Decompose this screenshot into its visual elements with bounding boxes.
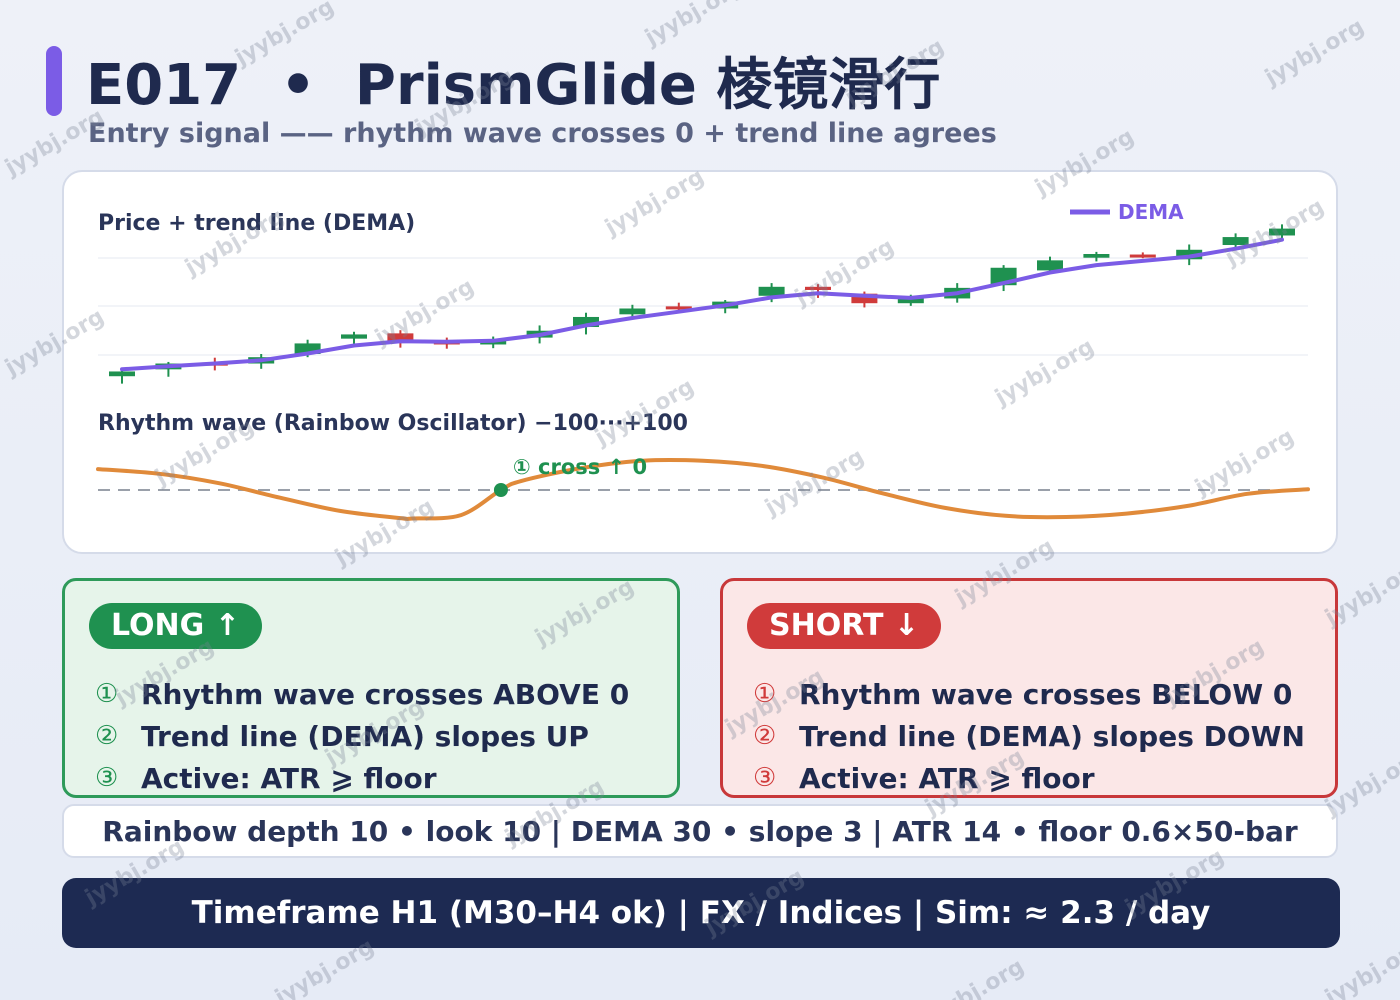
candle — [1269, 224, 1295, 240]
long-rule-2: ② Trend line (DEMA) slopes UP — [95, 715, 629, 757]
price-candles — [109, 224, 1295, 384]
candle-body-bull — [109, 371, 135, 377]
candle-body-bull — [1269, 228, 1295, 236]
watermark-text: jyybj.org — [921, 954, 1029, 1000]
candle-body-bear — [665, 306, 692, 310]
legend-label-dema: DEMA — [1118, 200, 1184, 224]
rule-number: ③ — [95, 763, 119, 793]
footer-bar: Timeframe H1 (M30–H4 ok) | FX / Indices … — [62, 878, 1340, 948]
candle — [1037, 256, 1063, 273]
candle-body-bull — [294, 343, 321, 354]
rule-number: ② — [95, 721, 119, 751]
candle — [805, 284, 831, 298]
candle — [1222, 233, 1249, 248]
candle-body-bull — [1176, 249, 1203, 260]
oscillator-line — [96, 457, 1310, 521]
rule-number: ② — [753, 721, 777, 751]
candle-body-bear — [851, 293, 878, 304]
candle-body-bull — [1037, 260, 1063, 271]
short-rule-1: ① Rhythm wave crosses BELOW 0 — [753, 673, 1305, 715]
candle-body-bull — [897, 297, 924, 304]
rule-text: Rhythm wave crosses ABOVE 0 — [141, 677, 630, 711]
cross-marker — [493, 483, 508, 497]
long-badge: LONG ↑ — [89, 603, 262, 649]
short-rules-list: ① Rhythm wave crosses BELOW 0 ② Trend line… — [753, 673, 1305, 799]
long-rule-1: ① Rhythm wave crosses ABOVE 0 — [95, 673, 629, 715]
rule-number: ① — [753, 679, 777, 709]
short-rules-card: SHORT ↓ ① Rhythm wave crosses BELOW 0 ② Tr… — [720, 578, 1338, 798]
short-badge: SHORT ↓ — [747, 603, 942, 649]
candle-body-bear — [805, 286, 831, 290]
rule-text: Trend line (DEMA) slopes UP — [141, 719, 589, 753]
candle — [109, 369, 135, 384]
short-rule-2: ② Trend line (DEMA) slopes DOWN — [753, 715, 1305, 757]
candle-body-bull — [341, 334, 367, 339]
rule-text: Rhythm wave crosses BELOW 0 — [799, 677, 1293, 711]
rule-number: ③ — [753, 763, 777, 793]
candle-body-bear — [387, 333, 414, 341]
candle-body-bear — [1129, 254, 1156, 258]
long-rules-list: ① Rhythm wave crosses ABOVE 0 ② Trend line… — [95, 673, 629, 799]
cross-annotation: ① cross ↑ 0 — [513, 455, 647, 479]
candle — [665, 302, 692, 311]
candle — [341, 331, 367, 346]
watermark-text: jyybj.org — [1261, 14, 1369, 91]
page-subtitle: Entry signal —— rhythm wave crosses 0 + … — [88, 118, 997, 149]
candle-body-bull — [1083, 254, 1110, 258]
candle — [990, 265, 1017, 292]
chart-card: Price + trend line (DEMA) DEMA Rhythm wa… — [62, 170, 1338, 554]
rule-number: ① — [95, 679, 119, 709]
candle-body-bull — [573, 316, 599, 328]
oscillator-chart-title: Rhythm wave (Rainbow Oscillator) −100···… — [98, 411, 688, 436]
candle-body-bull — [619, 308, 646, 315]
candle — [1129, 252, 1156, 259]
candle — [1083, 251, 1110, 262]
parameter-bar: Rainbow depth 10 • look 10 | DEMA 30 • s… — [62, 804, 1338, 858]
dema-line — [120, 237, 1284, 372]
long-rule-3: ③ Active: ATR ⩾ floor — [95, 757, 629, 799]
rule-text: Trend line (DEMA) slopes DOWN — [799, 719, 1305, 753]
candle — [387, 330, 414, 348]
candle-body-bull — [758, 286, 785, 296]
long-rules-card: LONG ↑ ① Rhythm wave crosses ABOVE 0 ② Tre… — [62, 578, 680, 798]
rule-text: Active: ATR ⩾ floor — [141, 761, 437, 795]
chart-svg: Price + trend line (DEMA) DEMA Rhythm wa… — [96, 200, 1310, 521]
accent-bar — [46, 46, 62, 116]
short-rule-3: ③ Active: ATR ⩾ floor — [753, 757, 1305, 799]
page-title: E017 • PrismGlide 棱镜滑行 — [86, 53, 941, 118]
rule-text: Active: ATR ⩾ floor — [799, 761, 1095, 795]
candle-body-bull — [1222, 237, 1249, 246]
price-chart-title: Price + trend line (DEMA) — [98, 211, 415, 236]
